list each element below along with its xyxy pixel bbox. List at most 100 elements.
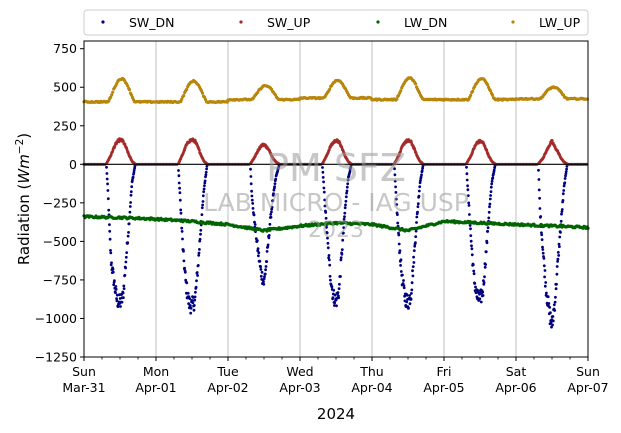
- sw-dn-point: [483, 275, 486, 279]
- sw-dn-point: [490, 179, 494, 183]
- sw-dn-point: [257, 251, 261, 255]
- sw-dn-point: [556, 251, 560, 254]
- sw-dn-point: [271, 199, 275, 203]
- sw-dn-point: [178, 186, 182, 190]
- sw-dn-point: [195, 279, 198, 283]
- sw-dn-point: [476, 289, 480, 292]
- sw-dn-point: [265, 250, 269, 253]
- y-tick-label: 500: [53, 80, 77, 95]
- sw-dn-point: [205, 164, 209, 168]
- sw-dn-point: [343, 211, 347, 215]
- sw-dn-point: [121, 291, 125, 295]
- sw-dn-point: [269, 213, 273, 216]
- sw-dn-point: [196, 264, 200, 267]
- sw-dn-point: [196, 274, 200, 277]
- sw-dn-point: [327, 254, 331, 257]
- sw-dn-point: [272, 192, 275, 196]
- sw-dn-point: [333, 301, 337, 305]
- sw-dn-point: [122, 287, 126, 290]
- sw-dn-point: [565, 165, 569, 168]
- sw-dn-point: [548, 306, 552, 309]
- sw-dn-point: [490, 182, 494, 186]
- sw-dn-point: [193, 298, 197, 302]
- sw-dn-point: [111, 270, 115, 274]
- sw-dn-point: [543, 284, 547, 288]
- sw-dn-point: [419, 175, 423, 179]
- sw-dn-point: [466, 184, 469, 188]
- sw-dn-point: [489, 190, 493, 194]
- lw-up-point: [180, 97, 184, 101]
- sw-dn-point: [321, 176, 325, 179]
- sw-dn-point: [330, 285, 334, 289]
- lw-up-point: [471, 89, 475, 93]
- sw-dn-point: [263, 272, 267, 276]
- y-tick-label: 0: [69, 157, 77, 172]
- legend-label-sw-up: SW_UP: [267, 15, 311, 30]
- sw-dn-point: [321, 170, 325, 174]
- y-axis-title: Radiation (Wm−2): [14, 133, 33, 265]
- sw-dn-point: [182, 259, 186, 263]
- sw-dn-point: [542, 264, 546, 268]
- sw-dn-point: [345, 189, 349, 193]
- sw-dn-point: [327, 258, 331, 262]
- sw-dn-point: [465, 172, 469, 176]
- sw-dn-point: [124, 260, 128, 264]
- sw-dn-point: [264, 268, 267, 272]
- sw-dn-point: [130, 185, 134, 189]
- sw-dn-point: [250, 189, 254, 193]
- sw-dn-point: [270, 210, 273, 214]
- sw-dn-point: [552, 303, 556, 307]
- sw-dn-point: [249, 182, 253, 186]
- sw-dn-point: [421, 164, 425, 168]
- x-tick-label-date: Mar-31: [62, 380, 105, 395]
- sw-dn-point: [193, 295, 197, 299]
- sw-dn-point: [342, 231, 345, 235]
- sw-dn-point: [198, 248, 201, 251]
- sw-dn-point: [181, 237, 184, 241]
- sw-dn-point: [564, 172, 568, 176]
- legend-marker-sw-up: [239, 20, 243, 24]
- sw-dn-point: [407, 306, 410, 310]
- sw-up-point: [122, 140, 125, 143]
- sw-dn-point: [249, 175, 253, 178]
- sw-dn-point: [474, 285, 477, 289]
- lw-up-point: [182, 94, 186, 98]
- sw-dn-point: [560, 210, 564, 214]
- sw-dn-point: [127, 231, 130, 234]
- sw-dn-point: [131, 178, 134, 182]
- sw-dn-point: [486, 230, 490, 233]
- sw-dn-point: [416, 202, 420, 206]
- sw-dn-point: [111, 267, 115, 271]
- sw-dn-point: [114, 291, 117, 295]
- sw-dn-point: [471, 263, 475, 267]
- sw-dn-point: [559, 219, 563, 223]
- x-tick-label-day: Sat: [506, 364, 527, 379]
- sw-dn-point: [322, 186, 326, 190]
- x-tick-label-date: Apr-03: [279, 380, 320, 395]
- sw-dn-point: [489, 194, 492, 197]
- sw-dn-point: [409, 298, 413, 301]
- sw-dn-point: [399, 264, 402, 267]
- sw-dn-point: [413, 244, 417, 248]
- sw-dn-point: [346, 178, 350, 182]
- watermark-line-3: 2023: [308, 218, 364, 243]
- sw-dn-point: [563, 181, 567, 185]
- sw-dn-point: [415, 221, 418, 224]
- sw-dn-point: [273, 182, 277, 186]
- sw-dn-point: [192, 308, 196, 312]
- sw-dn-point: [131, 175, 135, 179]
- sw-dn-point: [342, 217, 346, 221]
- sw-dn-point: [269, 215, 273, 219]
- sw-dn-point: [107, 208, 111, 212]
- sw-dn-point: [129, 190, 133, 194]
- sw-dn-point: [113, 279, 116, 283]
- sw-dn-point: [127, 222, 131, 226]
- sw-up-point: [183, 148, 187, 152]
- sw-dn-point: [257, 254, 260, 258]
- sw-dn-point: [203, 184, 206, 188]
- sw-dn-point: [416, 210, 419, 214]
- sw-dn-point: [558, 245, 561, 249]
- sw-dn-point: [124, 266, 127, 270]
- sw-dn-point: [487, 210, 491, 214]
